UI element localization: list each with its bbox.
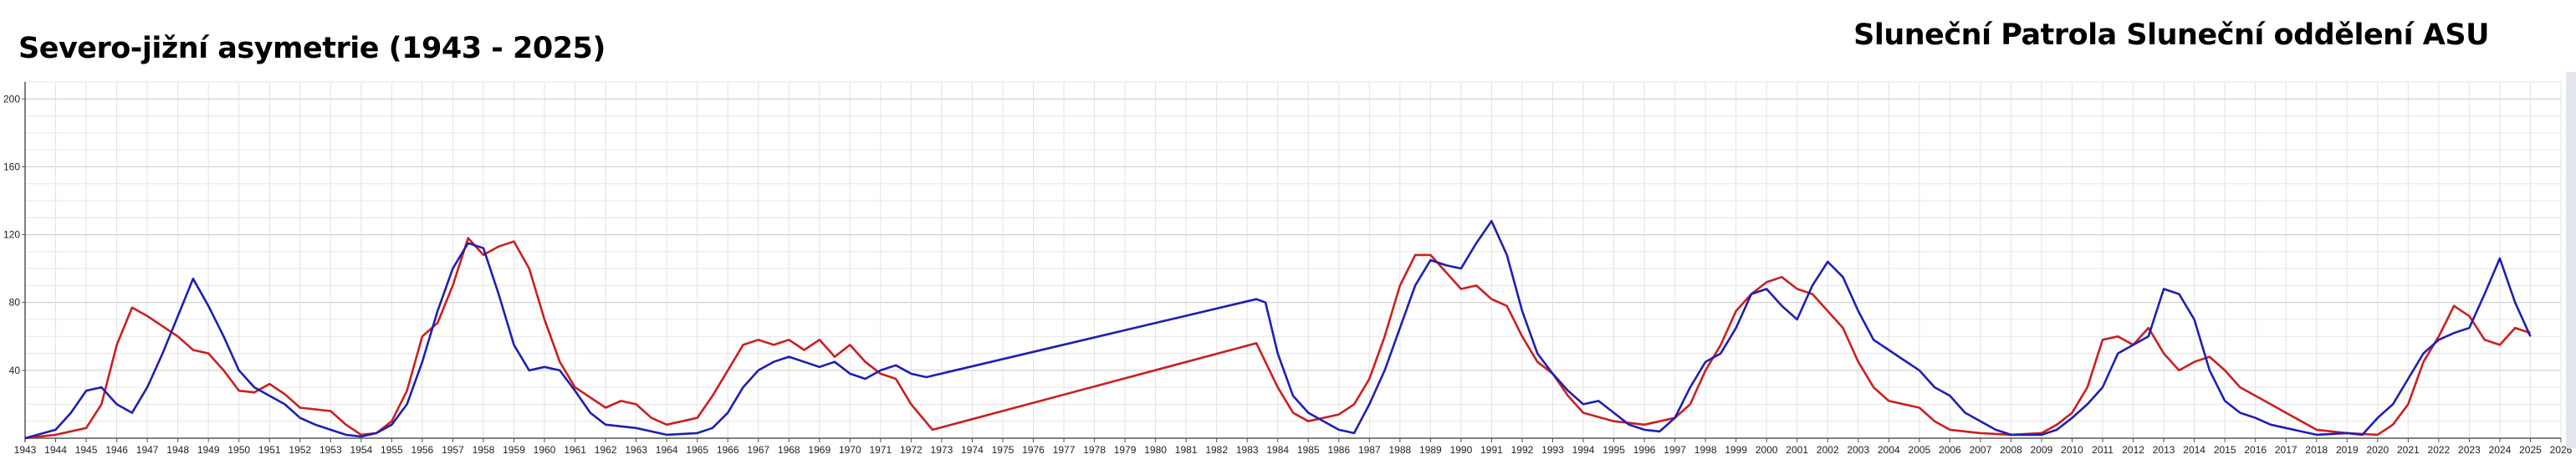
x-tick-label: 1999 bbox=[1725, 444, 1747, 456]
x-tick-label: 1954 bbox=[350, 444, 372, 456]
x-tick-label: 1962 bbox=[595, 444, 617, 456]
x-tick-label: 1953 bbox=[319, 444, 342, 456]
plot-area bbox=[24, 81, 2562, 439]
series-group bbox=[24, 220, 2532, 440]
series-line-1 bbox=[24, 237, 2531, 440]
x-tick-label: 1974 bbox=[961, 444, 984, 456]
x-tick-label: 2021 bbox=[2397, 444, 2420, 456]
vertical-scrollbar[interactable] bbox=[2566, 72, 2576, 448]
x-tick-label: 1994 bbox=[1572, 444, 1595, 456]
x-tick-label: 1982 bbox=[1205, 444, 1228, 456]
x-tick-label: 1948 bbox=[166, 444, 189, 456]
x-tick-label: 1959 bbox=[503, 444, 525, 456]
x-tick-label: 1955 bbox=[381, 444, 403, 456]
y-tick-label: 80 bbox=[9, 297, 21, 309]
x-tick-label: 2013 bbox=[2153, 444, 2175, 456]
x-tick-label: 1973 bbox=[931, 444, 953, 456]
x-tick-label: 2002 bbox=[1817, 444, 1839, 456]
x-tick-label: 1971 bbox=[869, 444, 892, 456]
x-tick-label: 1991 bbox=[1480, 444, 1503, 456]
x-tick-label: 1972 bbox=[900, 444, 923, 456]
y-tick-label: 200 bbox=[3, 93, 20, 105]
y-tick-label: 120 bbox=[3, 229, 20, 241]
x-tick-label: 1956 bbox=[411, 444, 434, 456]
x-tick-label: 1947 bbox=[136, 444, 159, 456]
x-tick-label: 1998 bbox=[1694, 444, 1717, 456]
x-tick-label: 2005 bbox=[1909, 444, 1931, 456]
x-tick-label: 1981 bbox=[1175, 444, 1198, 456]
x-tick-label: 2000 bbox=[1756, 444, 1778, 456]
x-tick-label: 1965 bbox=[686, 444, 708, 456]
x-tick-label: 2004 bbox=[1878, 444, 1900, 456]
x-tick-label: 1970 bbox=[839, 444, 861, 456]
x-tick-label: 1984 bbox=[1266, 444, 1289, 456]
x-tick-label: 1997 bbox=[1664, 444, 1686, 456]
x-tick-label: 2023 bbox=[2458, 444, 2481, 456]
x-tick-label: 2025 bbox=[2519, 444, 2542, 456]
x-tick-label: 1968 bbox=[778, 444, 800, 456]
x-tick-label: 2011 bbox=[2092, 444, 2113, 456]
x-tick-label: 1988 bbox=[1389, 444, 1412, 456]
x-tick-label: 2012 bbox=[2122, 444, 2144, 456]
x-tick-label: 1979 bbox=[1114, 444, 1137, 456]
x-tick-label: 2006 bbox=[1939, 444, 1961, 456]
x-tick-label: 2019 bbox=[2336, 444, 2359, 456]
chart-title: Severo-jižní asymetrie (1943 - 2025) bbox=[18, 32, 606, 65]
x-tick-label: 1960 bbox=[534, 444, 556, 456]
x-tick-label: 2007 bbox=[1970, 444, 1992, 456]
x-tick-label: 1951 bbox=[258, 444, 281, 456]
x-tick-label: 1963 bbox=[625, 444, 647, 456]
tick-labels: 40 80 120 160 200 1943 1944 1945 1946 1947 1948 194… bbox=[3, 93, 2573, 456]
x-tick-label: 2001 bbox=[1786, 444, 1808, 456]
grid bbox=[24, 81, 2562, 439]
x-tick-label: 2016 bbox=[2244, 444, 2267, 456]
x-tick-label: 2022 bbox=[2428, 444, 2451, 456]
x-tick-label: 2014 bbox=[2183, 444, 2205, 456]
x-tick-label: 2018 bbox=[2305, 444, 2328, 456]
x-tick-label: 1993 bbox=[1541, 444, 1564, 456]
x-tick-label: 1961 bbox=[564, 444, 586, 456]
x-tick-label: 1964 bbox=[656, 444, 678, 456]
x-tick-label: 2008 bbox=[2000, 444, 2022, 456]
x-tick-label: 2024 bbox=[2489, 444, 2512, 456]
x-tick-label: 1990 bbox=[1450, 444, 1473, 456]
axes bbox=[22, 82, 2562, 442]
x-tick-label: 1943 bbox=[14, 444, 37, 456]
series-line-2 bbox=[24, 220, 2532, 440]
x-tick-label: 1958 bbox=[473, 444, 495, 456]
x-tick-label: 1967 bbox=[747, 444, 769, 456]
y-tick-label: 40 bbox=[9, 365, 21, 376]
y-tick-label: 160 bbox=[3, 161, 20, 172]
x-tick-label: 2009 bbox=[2031, 444, 2053, 456]
x-tick-label: 1996 bbox=[1633, 444, 1656, 456]
x-tick-label: 1944 bbox=[44, 444, 67, 456]
x-tick-label: 2003 bbox=[1847, 444, 1869, 456]
x-tick-label: 1975 bbox=[992, 444, 1015, 456]
x-tick-label: 2017 bbox=[2275, 444, 2297, 456]
x-tick-label: 1946 bbox=[105, 444, 128, 456]
x-tick-label: 1966 bbox=[717, 444, 739, 456]
x-tick-label: 1992 bbox=[1511, 444, 1534, 456]
x-tick-label: 2015 bbox=[2214, 444, 2236, 456]
x-tick-label: 1989 bbox=[1419, 444, 1442, 456]
x-tick-label: 1969 bbox=[808, 444, 831, 456]
x-tick-label: 1987 bbox=[1358, 444, 1381, 456]
x-tick-label: 1945 bbox=[75, 444, 98, 456]
x-tick-label: 1986 bbox=[1327, 444, 1350, 456]
x-tick-label: 1977 bbox=[1053, 444, 1076, 456]
x-tick-label: 1976 bbox=[1022, 444, 1045, 456]
x-tick-label: 2010 bbox=[2061, 444, 2083, 456]
x-tick-label: 1980 bbox=[1144, 444, 1167, 456]
source-label: Sluneční Patrola Sluneční oddělení ASU bbox=[1853, 18, 2489, 52]
x-tick-label: 1950 bbox=[227, 444, 250, 456]
x-tick-label: 1985 bbox=[1297, 444, 1320, 456]
x-tick-label: 2020 bbox=[2366, 444, 2389, 456]
x-tick-label: 1957 bbox=[442, 444, 464, 456]
x-tick-label: 1995 bbox=[1602, 444, 1625, 456]
x-tick-label: 1952 bbox=[289, 444, 311, 456]
x-tick-label: 1949 bbox=[197, 444, 220, 456]
x-tick-label: 1983 bbox=[1236, 444, 1259, 456]
x-tick-label: 1978 bbox=[1083, 444, 1106, 456]
